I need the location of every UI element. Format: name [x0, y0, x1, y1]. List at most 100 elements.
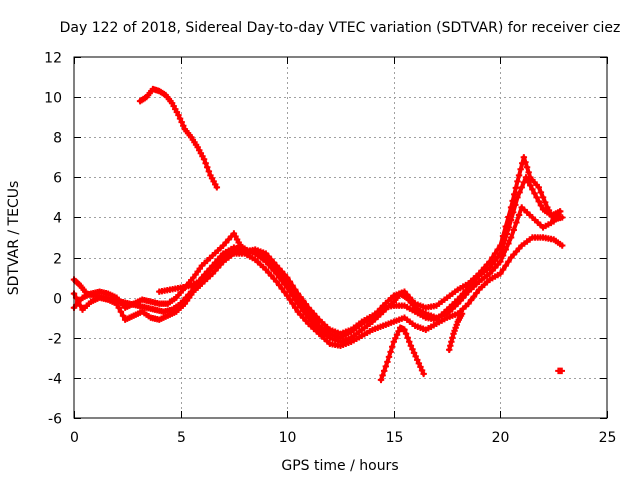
data-point: [291, 304, 299, 311]
data-point: [379, 372, 386, 379]
data-point: [412, 353, 419, 360]
data-point: [499, 266, 507, 273]
data-point: [415, 360, 423, 367]
data-point: [497, 270, 504, 277]
data-point: [529, 186, 536, 193]
data-point: [175, 111, 182, 119]
data-point: [286, 278, 294, 285]
data-point: [497, 258, 504, 265]
data-point: [448, 338, 455, 345]
data-point: [556, 208, 564, 215]
data-point: [381, 367, 388, 375]
plot-frame: [73, 56, 608, 419]
data-point: [446, 346, 453, 354]
data-point: [176, 115, 184, 122]
data-point: [278, 285, 286, 292]
data-point: [205, 168, 213, 175]
data-point: [489, 260, 496, 268]
series-track-isolated-dip: [377, 324, 427, 384]
data-point: [465, 300, 472, 307]
data-point: [297, 293, 304, 301]
data-point: [382, 363, 390, 370]
data-point: [517, 166, 524, 173]
data-point: [390, 338, 397, 345]
data-point: [117, 308, 125, 315]
data-point: [289, 282, 296, 289]
data-point: [299, 297, 307, 304]
data-point: [402, 330, 410, 337]
data-point: [458, 310, 466, 317]
series-trace: [138, 87, 219, 190]
data-point: [503, 230, 510, 238]
series-track-mid: [156, 174, 564, 337]
data-point: [531, 190, 538, 197]
data-point: [119, 312, 127, 319]
x-tick-label: 0: [70, 430, 79, 446]
series-trace: [379, 325, 426, 382]
series-track-isolated-high: [136, 85, 221, 191]
data-point: [202, 160, 209, 167]
y-tick-label: 2: [53, 252, 62, 268]
x-tick-label: 20: [492, 430, 510, 446]
y-tick-label: 10: [44, 91, 62, 107]
data-point: [115, 304, 122, 311]
data-point: [558, 367, 566, 375]
data-point: [387, 348, 394, 356]
data-point: [281, 288, 288, 296]
data-point: [180, 122, 187, 129]
data-point: [449, 334, 456, 341]
grid-lines: [74, 57, 607, 418]
y-tick-label: 12: [44, 51, 62, 67]
x-tick-label: 25: [599, 430, 617, 446]
data-point: [507, 216, 515, 224]
data-point: [389, 343, 396, 351]
data-point: [447, 342, 454, 349]
axis-ticks: 0 5 10 15 20 25 -6 -4 -2 0 2 4 6 8 10 12: [44, 51, 616, 447]
y-tick-label: 0: [53, 292, 62, 308]
y-tick-label: -4: [48, 372, 62, 388]
data-point: [507, 234, 515, 241]
data-point: [518, 184, 525, 191]
data-point: [417, 363, 424, 371]
x-tick-label: 15: [386, 430, 404, 446]
data-point: [302, 300, 310, 308]
data-point: [77, 302, 84, 309]
data-point: [494, 253, 501, 261]
data-point: [284, 274, 291, 281]
data-point: [533, 194, 540, 201]
chart-title: Day 122 of 2018, Sidereal Day-to-day VTE…: [60, 20, 621, 36]
data-point: [410, 349, 418, 357]
data-point: [535, 198, 542, 205]
data-point: [516, 189, 523, 196]
data-point: [486, 264, 493, 271]
data-point: [522, 159, 529, 166]
data-point: [505, 240, 512, 247]
data-point: [384, 358, 391, 366]
data-point: [510, 226, 517, 234]
data-point: [294, 290, 302, 297]
data-point: [520, 179, 528, 186]
data-point: [401, 326, 408, 333]
x-tick-label: 5: [177, 430, 186, 446]
data-point: [291, 286, 299, 293]
data-point: [515, 172, 523, 179]
data-point: [520, 154, 528, 161]
data-point: [470, 293, 477, 300]
data-point: [537, 202, 545, 209]
data-point: [535, 184, 542, 191]
y-tick-label: 4: [53, 211, 62, 227]
data-point: [509, 209, 517, 216]
data-point: [418, 367, 426, 374]
data-point: [524, 178, 532, 185]
data-point: [75, 298, 82, 305]
data-point: [525, 169, 532, 176]
data-point: [505, 258, 512, 265]
data-point: [377, 376, 385, 384]
series-track-lower: [70, 234, 566, 349]
data-point: [491, 257, 499, 264]
data-point: [473, 289, 480, 297]
data-point: [409, 346, 416, 353]
data-point: [392, 335, 399, 342]
data-point: [113, 300, 120, 307]
